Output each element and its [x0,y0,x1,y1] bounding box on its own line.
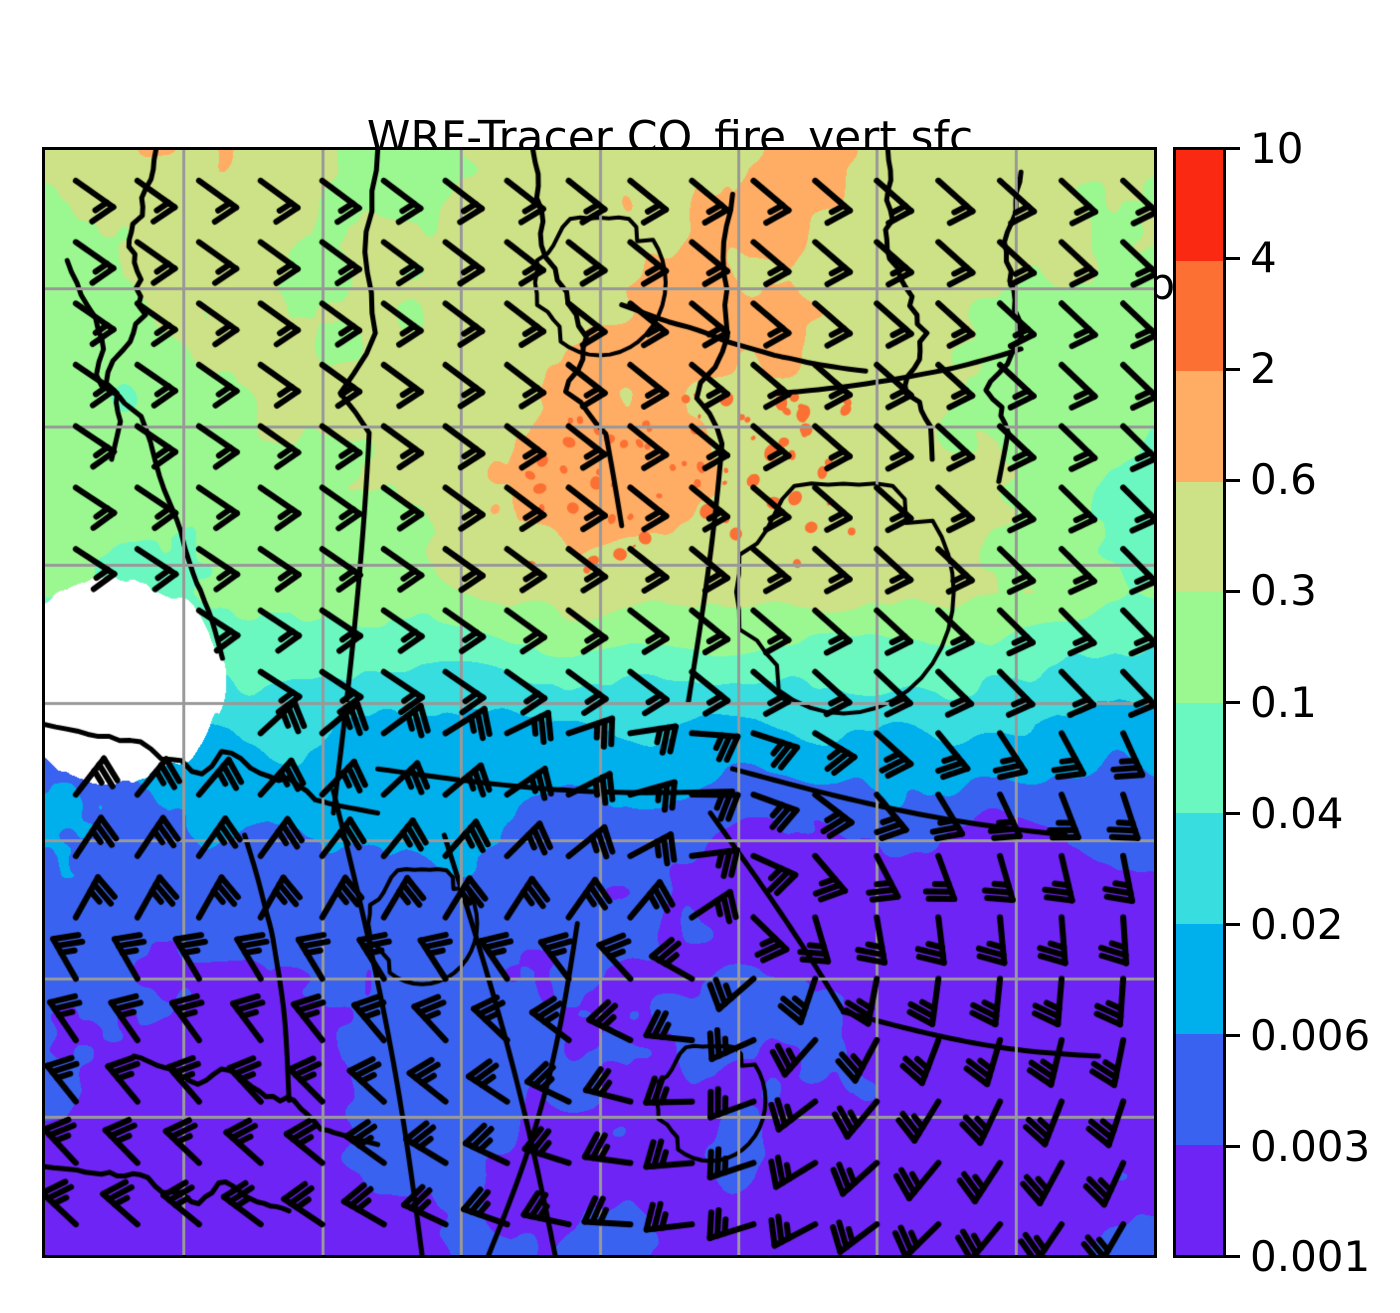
colorbar-tick-0.1 [1226,701,1240,704]
colorbar-tick-0.001 [1226,1255,1240,1258]
colorbar-label-0.1: 0.1 [1250,677,1317,727]
colorbar-band-light-orange [1176,371,1223,482]
colorbar-label-0.003: 0.003 [1250,1121,1371,1171]
colorbar-tick-0.003 [1226,1145,1240,1149]
tracer-concentration-map[interactable] [45,150,1154,1255]
colorbar [1173,147,1226,1258]
colorbar-band-orange-red [1176,260,1223,371]
colorbar-label-0.6: 0.6 [1250,455,1317,505]
colorbar-label-0.001: 0.001 [1250,1231,1371,1281]
colorbar-band-red [1176,150,1223,261]
colorbar-band-light-green [1176,592,1223,703]
colorbar-band-violet [1176,1144,1223,1255]
colorbar-tick-0.04 [1226,812,1240,816]
colorbar-label-0.006: 0.006 [1250,1010,1371,1060]
colorbar-band-khaki [1176,481,1223,592]
colorbar-band-azure [1176,923,1223,1034]
map-plot-area[interactable] [42,147,1157,1258]
colorbar-band-royal-blue [1176,1034,1223,1145]
colorbar-label-0.02: 0.02 [1250,899,1344,949]
colorbar-tick-0.02 [1226,923,1240,927]
colorbar-label-0.3: 0.3 [1250,566,1317,616]
colorbar-tick-0.3 [1226,589,1240,593]
colorbar-label-0.04: 0.04 [1250,788,1344,838]
colorbar-band-spring-green [1176,702,1223,813]
colorbar-band-turquoise [1176,813,1223,924]
colorbar-tick-0.6 [1226,478,1240,482]
colorbar-tick-0.006 [1226,1034,1240,1038]
